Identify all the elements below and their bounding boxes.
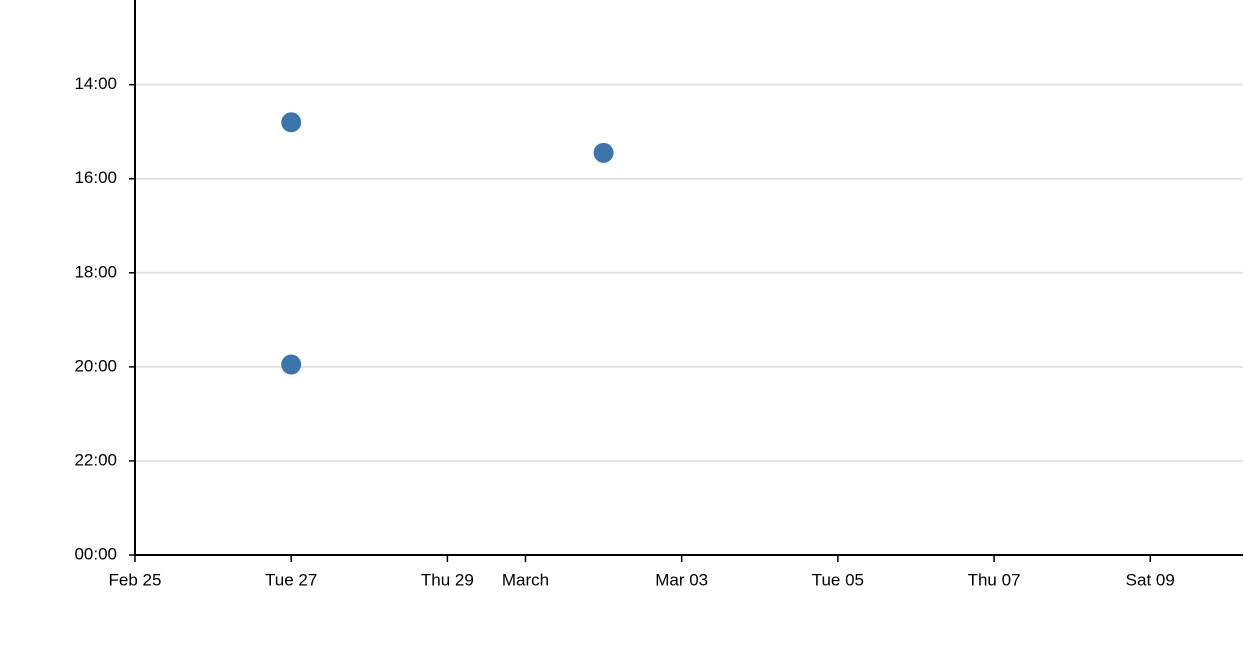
x-tick-label: March [502, 570, 549, 589]
x-tick-label: Thu 29 [421, 570, 474, 589]
x-tick-label: Mar 03 [655, 570, 708, 589]
point [281, 112, 302, 133]
y-tick-label: 20:00 [74, 356, 117, 375]
y-tick-label: 14:00 [74, 74, 117, 93]
y-tick-label: 18:00 [74, 262, 117, 281]
x-tick-label: Feb 25 [109, 570, 162, 589]
y-tick-label: 00:00 [74, 544, 117, 563]
y-tick-label: 16:00 [74, 168, 117, 187]
point [281, 354, 302, 375]
x-tick-label: Tue 27 [265, 570, 317, 589]
y-tick-label: 22:00 [74, 450, 117, 469]
x-tick-label: Tue 05 [812, 570, 864, 589]
x-tick-label: Thu 07 [968, 570, 1021, 589]
point [593, 142, 614, 163]
x-tick-label: Sat 09 [1126, 570, 1175, 589]
